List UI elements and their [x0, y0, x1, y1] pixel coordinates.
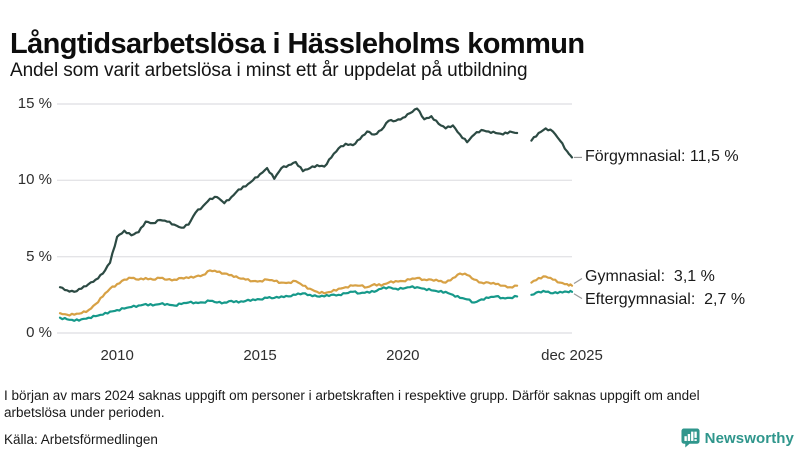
page-title: Långtidsarbetslösa i Hässleholms kommun	[10, 28, 585, 61]
series-line-0	[58, 107, 574, 293]
y-axis-tick-15: 15 %	[17, 95, 52, 112]
newsworthy-icon	[681, 428, 700, 448]
y-axis-tick-5: 5 %	[26, 247, 52, 265]
series-line-2	[58, 285, 574, 322]
x-axis-tick-2015: 2015	[243, 347, 277, 364]
x-axis-tick-2020: 2020	[386, 347, 420, 364]
leader-line-2	[573, 293, 583, 300]
series-line-1	[58, 269, 574, 317]
leader-line-1	[573, 277, 583, 285]
newsworthy-logo: Newsworthy	[681, 428, 794, 448]
y-axis-tick-10: 10 %	[17, 171, 52, 189]
series-end-label-0: Förgymnasial: 11,5 %	[585, 148, 739, 166]
series-end-label-2: Eftergymnasial: 2,7 %	[585, 290, 746, 308]
y-axis-tick-0: 0 %	[26, 324, 52, 341]
x-axis-tick-dec-2025: dec 2025	[541, 347, 603, 364]
footnote: I början av mars 2024 saknas uppgift om …	[4, 388, 700, 421]
chart-subtitle: Andel som varit arbetslösa i minst ett å…	[10, 60, 528, 81]
x-axis-tick-2010: 2010	[100, 347, 134, 364]
source-label: Källa: Arbetsförmedlingen	[4, 432, 158, 447]
newsworthy-wordmark: Newsworthy	[704, 429, 794, 447]
series-end-label-1: Gymnasial: 3,1 %	[585, 268, 715, 286]
